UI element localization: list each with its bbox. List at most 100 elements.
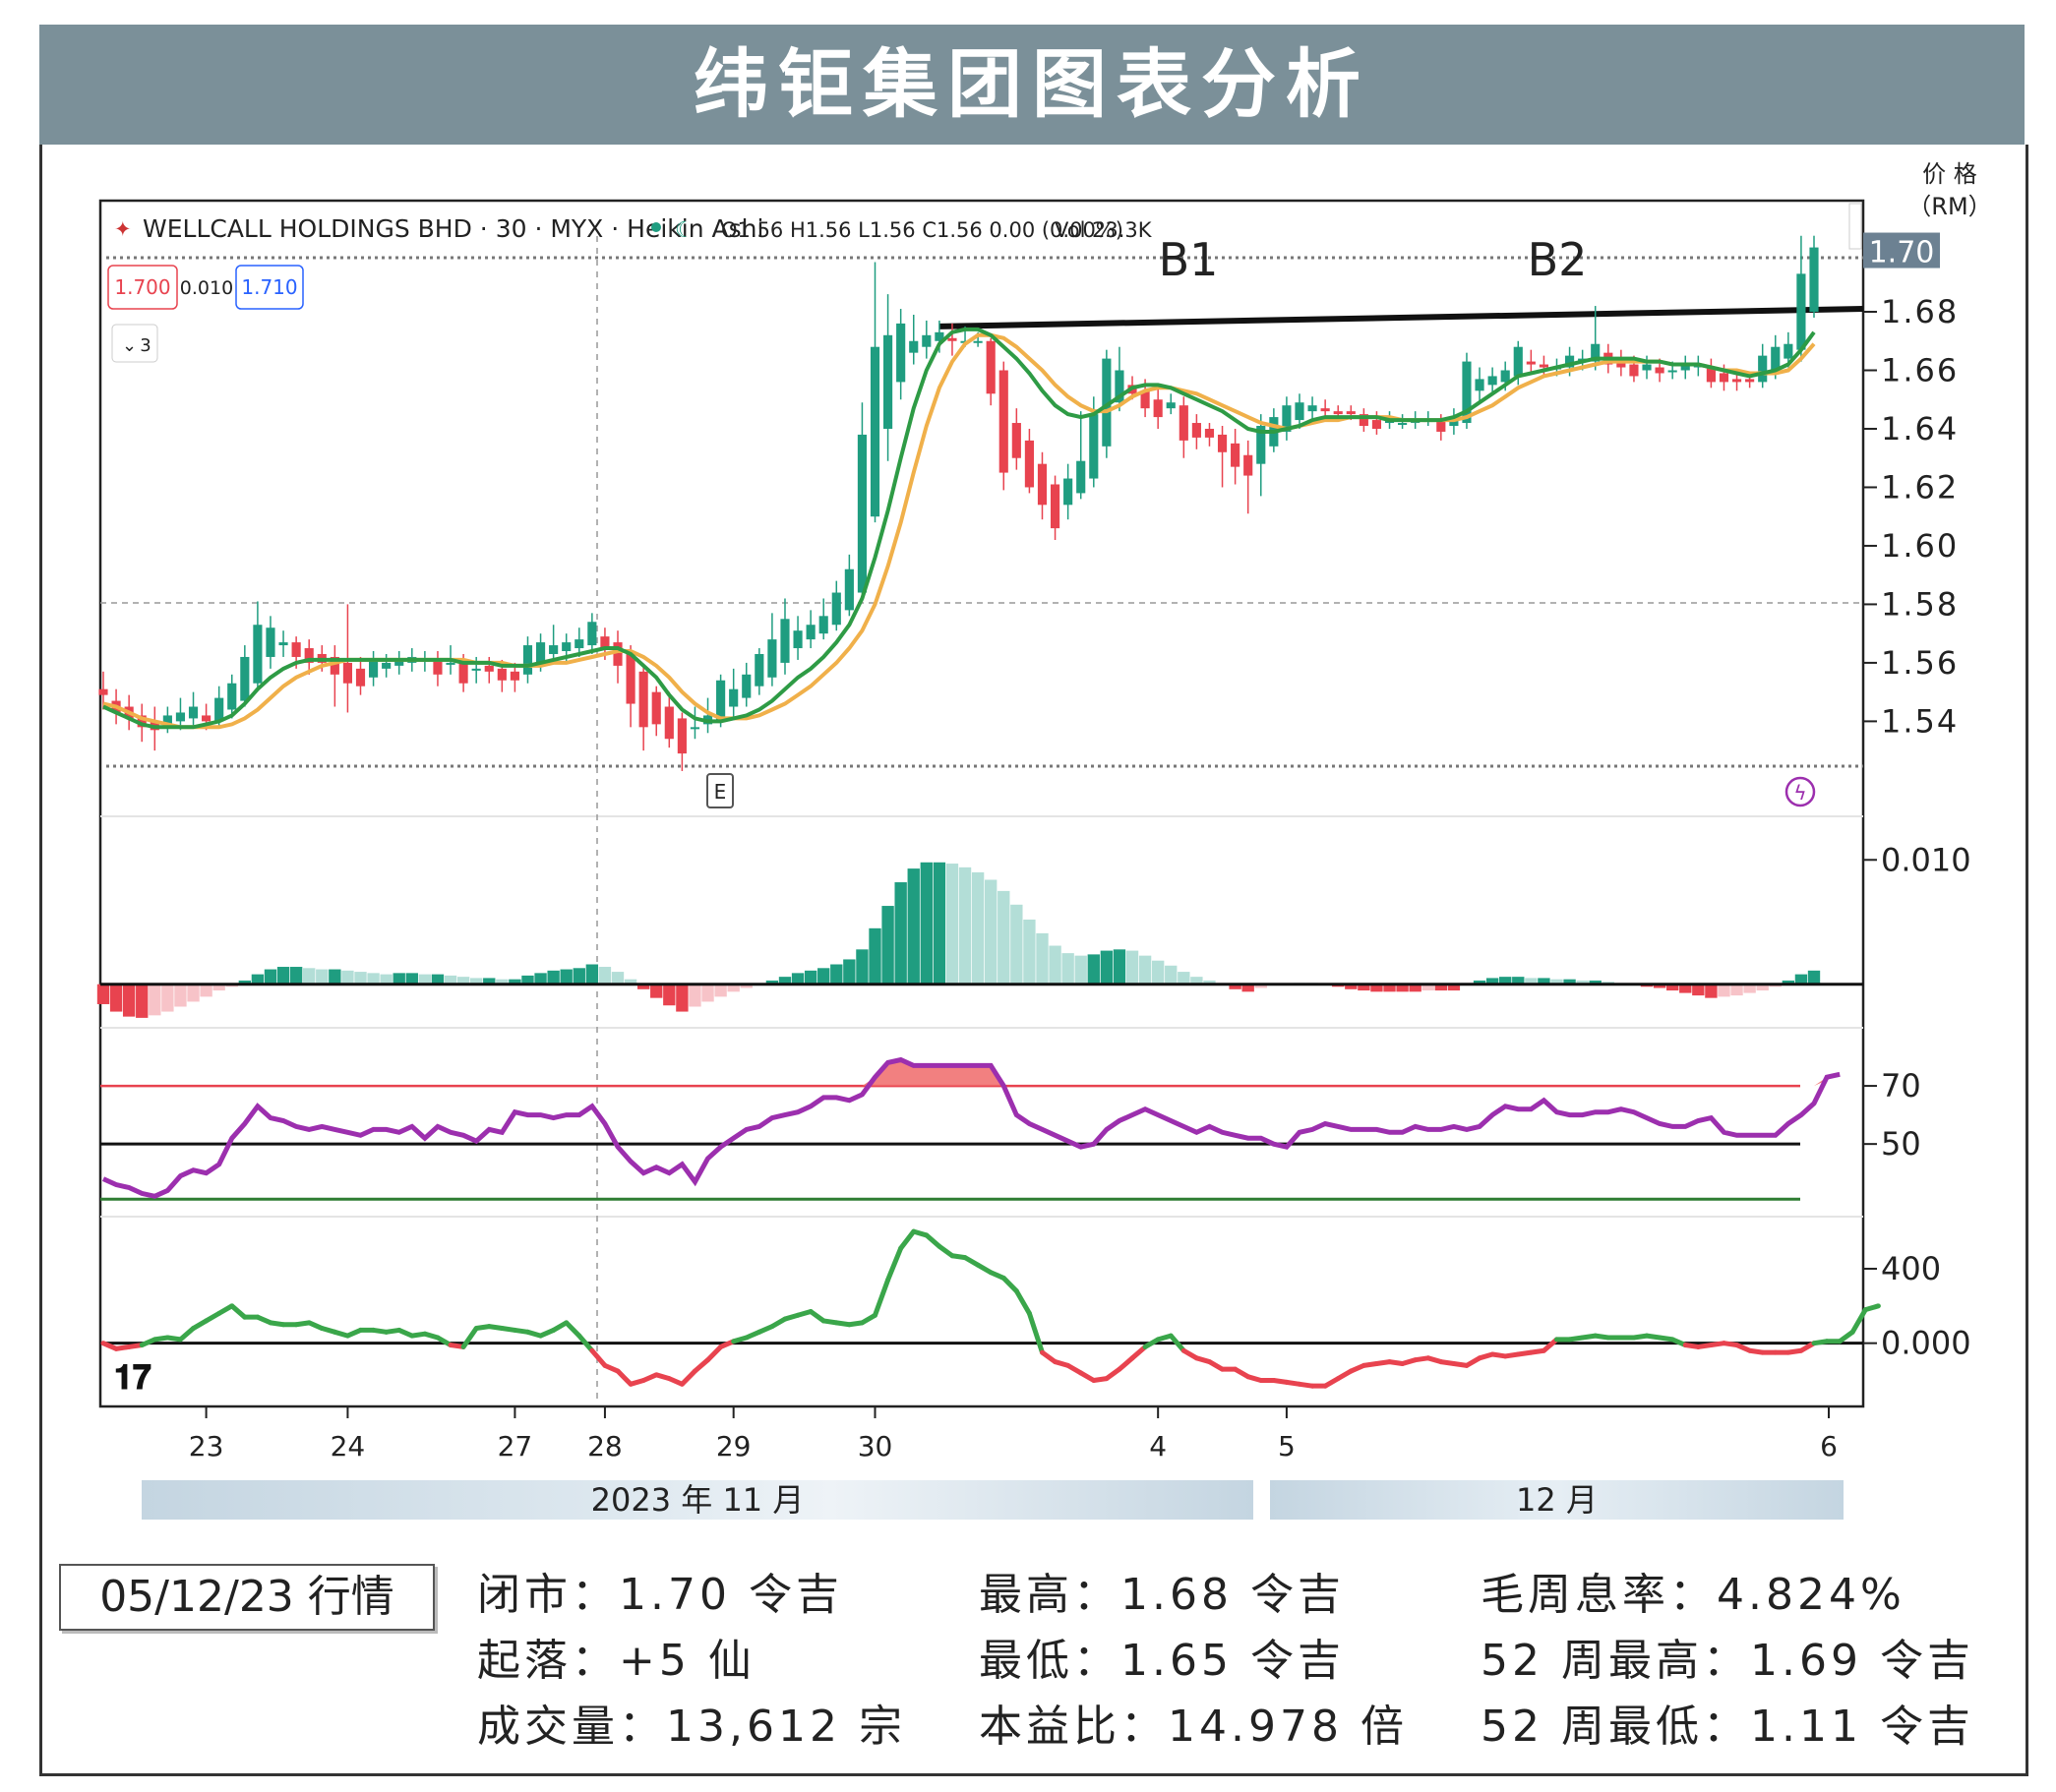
candle <box>394 659 404 666</box>
candle <box>998 370 1008 473</box>
price-tick-label: 1.60 <box>1881 527 1959 565</box>
oscillator-segment <box>937 1243 955 1259</box>
histogram-bar <box>329 969 341 985</box>
lightning-icon[interactable] <box>1784 776 1816 807</box>
oscillator-segment <box>435 1335 454 1348</box>
histogram-bar <box>496 979 509 985</box>
candle <box>1217 434 1228 452</box>
histogram-bar <box>380 974 393 985</box>
candle <box>909 340 919 353</box>
histogram-bar <box>636 984 650 989</box>
histogram-bar <box>1705 984 1718 998</box>
oscillator-segment <box>204 1310 222 1324</box>
candle <box>1204 428 1215 438</box>
histogram-bar <box>1178 972 1190 985</box>
candle <box>137 715 147 728</box>
histogram-bar <box>1023 919 1036 985</box>
oscillator-segment <box>1180 1347 1199 1361</box>
oscillator-segment <box>589 1347 608 1368</box>
oscillator-segment <box>1837 1329 1855 1344</box>
candle <box>1063 478 1073 506</box>
histogram-bar <box>418 974 432 985</box>
price-unit-label-2: （RM） <box>1907 193 1991 220</box>
time-tick-label: 30 <box>858 1430 893 1463</box>
oscillator-segment <box>679 1368 697 1387</box>
histogram-bar <box>869 927 881 985</box>
oscillator-segment <box>962 1255 981 1268</box>
histogram-bar <box>1229 984 1241 989</box>
histogram-bar <box>1165 965 1178 985</box>
oscillator-segment <box>1000 1275 1019 1294</box>
candle <box>1784 343 1793 359</box>
stat-label: 52 周最高 <box>1481 1636 1703 1686</box>
ma-fast-line <box>102 327 1816 730</box>
histogram-bar <box>109 984 123 1012</box>
histogram-bar <box>765 980 779 985</box>
oscillator-segment <box>1862 1303 1881 1313</box>
histogram-bar <box>1138 955 1152 985</box>
title-banner: 纬钜集团图表分析 <box>39 25 2025 145</box>
histogram-bar <box>161 984 174 1012</box>
bid-box[interactable] <box>107 265 178 310</box>
month-bar-november: 2023 年 11 月 <box>142 1480 1253 1520</box>
histogram-bar <box>1538 978 1550 985</box>
histogram-bar <box>1473 980 1486 985</box>
oscillator-segment <box>1322 1376 1341 1389</box>
ask-box[interactable] <box>235 265 304 310</box>
histogram-bar <box>585 964 599 985</box>
histogram-bar <box>856 949 869 985</box>
histogram-bar <box>1563 979 1576 985</box>
oscillator-segment <box>216 1303 235 1316</box>
candle <box>433 659 443 675</box>
session-moon-icon: ☾ <box>675 218 695 243</box>
candle <box>266 627 275 657</box>
histogram-bar <box>1589 980 1602 985</box>
price-tick-label: 1.64 <box>1881 410 1959 448</box>
stat-value: 1.65 令吉 <box>1120 1636 1345 1686</box>
indicator-toggle-button[interactable] <box>111 324 158 363</box>
histogram-bar <box>727 984 740 992</box>
candle <box>1166 402 1176 409</box>
histogram-bar <box>985 879 998 985</box>
stat-value: 1.69 令吉 <box>1749 1636 1974 1686</box>
candle <box>342 662 353 684</box>
candle <box>677 718 687 754</box>
lightning-glyph-icon: ϟ <box>1793 781 1806 805</box>
stat-52w-high: 52 周最高：1.69 令吉 <box>1481 1636 1974 1686</box>
oscillator-segment <box>885 1245 904 1283</box>
candle <box>1680 364 1690 371</box>
histogram-bar <box>1434 984 1447 991</box>
histogram-bar <box>804 970 817 985</box>
candle <box>1667 370 1677 373</box>
candle <box>1102 358 1112 447</box>
candle <box>1256 426 1266 464</box>
candle <box>600 636 610 649</box>
histogram-bar <box>1151 960 1165 985</box>
candle <box>1243 454 1253 476</box>
candle <box>162 715 172 728</box>
histogram-bar <box>444 975 457 985</box>
candle <box>1295 402 1304 421</box>
month-label-november: 2023 年 11 月 <box>590 1481 805 1519</box>
chevron-down-icon: ⌄ <box>122 335 137 356</box>
time-axis: 23 24 27 28 29 30 4 5 6 <box>189 1406 1838 1463</box>
histogram-bar <box>1049 945 1061 985</box>
candle <box>497 668 507 681</box>
histogram-bar <box>1576 980 1589 985</box>
oscillator-segment <box>1206 1359 1226 1372</box>
histogram-bar <box>149 984 161 1016</box>
candle <box>1771 346 1781 371</box>
oscillator-segment <box>1849 1307 1868 1335</box>
candle <box>935 331 944 341</box>
histogram-bar <box>1190 977 1203 985</box>
histogram-bar <box>1794 974 1808 985</box>
oscillator-segment <box>1117 1355 1135 1372</box>
time-tick-label: 4 <box>1149 1430 1167 1463</box>
histogram-bar <box>367 973 380 985</box>
earnings-marker[interactable] <box>706 773 734 808</box>
histogram-bar <box>276 967 290 985</box>
candle <box>446 662 455 665</box>
header-collapse-button[interactable] <box>1848 203 1862 250</box>
candle <box>626 651 635 704</box>
price-tick-label: 1.56 <box>1881 644 1959 682</box>
